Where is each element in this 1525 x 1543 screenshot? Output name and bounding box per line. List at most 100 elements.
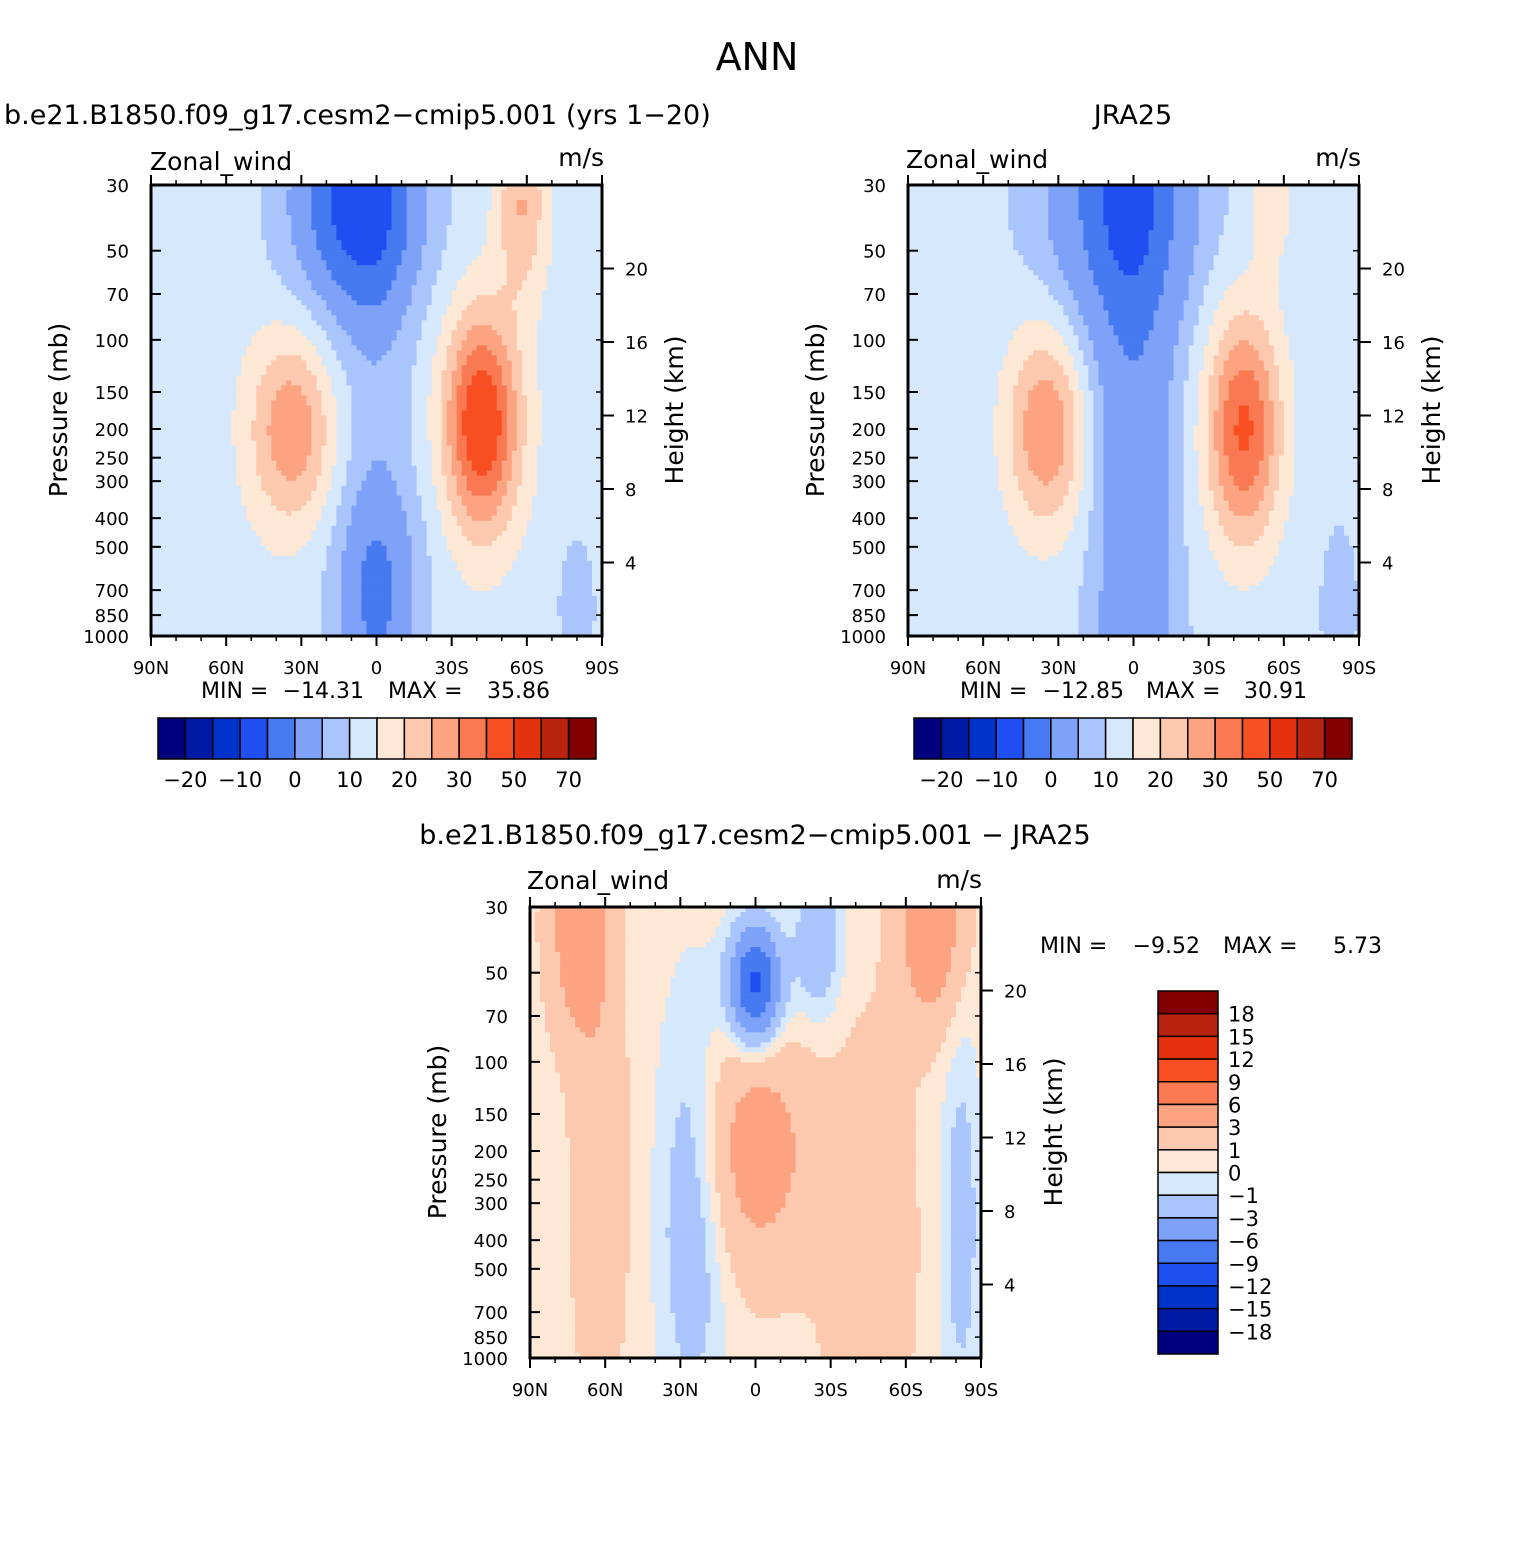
model-contour-cell <box>526 415 543 422</box>
diff-contour-cell <box>800 1042 847 1048</box>
model-contour-cell <box>451 370 463 377</box>
diff-contour-cell <box>725 1312 757 1319</box>
model-contour-cell <box>246 515 322 522</box>
obs-contour-cell <box>1248 410 1265 417</box>
obs-contour-cell <box>908 440 994 447</box>
obs-contour-cell <box>1073 515 1089 522</box>
model-contour-cell <box>336 445 353 452</box>
diff-contour-cell <box>625 907 727 913</box>
model-contour-cell <box>236 400 257 407</box>
model-contour-cell <box>491 200 503 206</box>
diff-contour-cell <box>730 922 782 928</box>
model-contour-cell <box>486 210 503 216</box>
model-contour-cell <box>451 505 468 512</box>
obs-contour-cell <box>1148 230 1175 236</box>
obs-contour-cell <box>1063 500 1079 507</box>
obs-contour-cell <box>1283 250 1360 256</box>
diff-contour-cell <box>625 1037 661 1043</box>
obs-contour-cell <box>1198 470 1210 477</box>
diff-contour-cell <box>950 1257 972 1264</box>
model-contour-cell <box>586 555 603 562</box>
model-contour-cell <box>471 515 493 522</box>
model-contour-cell <box>426 430 443 437</box>
obs-contour-cell <box>1028 355 1054 361</box>
obs-contour-cell <box>1063 440 1074 447</box>
obs-contour-cell <box>1253 255 1280 261</box>
obs-contour-cell <box>1213 415 1225 422</box>
model-contour-cell <box>361 575 393 582</box>
diff-contour-cell <box>530 957 541 963</box>
model-contour-cell <box>426 210 453 216</box>
obs-contour-cell <box>1103 500 1170 507</box>
model-contour-cell <box>341 600 363 607</box>
model-contour-cell <box>381 255 403 261</box>
obs-contour-cell <box>1088 365 1100 372</box>
model-contour-cell <box>411 555 433 562</box>
model-contour-cell <box>381 540 413 547</box>
model-contour-cell <box>516 500 533 507</box>
diff-colorbar-label: −18 <box>1228 1320 1272 1344</box>
obs-contour-cell <box>1088 325 1115 331</box>
model-contour-cell <box>516 200 528 206</box>
obs-contour-cell <box>1278 465 1295 472</box>
obs-contour-cell <box>1093 505 1105 512</box>
diff-contour-cell <box>530 1122 566 1129</box>
obs-contour-cell <box>1108 315 1155 321</box>
obs-contour-cell <box>1188 290 1205 296</box>
obs-contour-cell <box>1283 330 1360 336</box>
model-contour-cell <box>256 415 272 422</box>
model-contour-cell <box>471 585 493 592</box>
model-colorbar-box <box>266 717 296 760</box>
model-contour-cell <box>346 465 373 472</box>
obs-contour-cell <box>1093 460 1105 467</box>
diff-contour-cell <box>940 1117 957 1124</box>
obs-colorbar-box <box>1187 717 1216 760</box>
obs-contour-cell <box>1183 445 1195 452</box>
model-contour-cell <box>246 350 317 356</box>
diff-contour-cell <box>605 997 626 1003</box>
diff-contour-cell <box>770 912 802 918</box>
diff-contour-cell <box>915 1122 942 1129</box>
model-contour-cell <box>396 330 423 336</box>
diff-contour-cell <box>845 917 882 923</box>
obs-contour-cell <box>998 385 1014 392</box>
diff-contour-cell <box>970 1277 982 1284</box>
model-contour-cell <box>361 350 388 356</box>
diff-contour-cell <box>660 1057 706 1063</box>
diff-contour-cell <box>670 1257 706 1264</box>
diff-contour-cell <box>880 927 907 933</box>
obs-contour-cell <box>1218 565 1270 572</box>
model-contour-cell <box>466 270 508 276</box>
obs-contour-cell <box>1278 545 1330 552</box>
obs-contour-cell <box>1193 445 1210 452</box>
diff-contour-cell <box>910 972 947 978</box>
obs-contour-cell <box>1318 620 1360 627</box>
diff-contour-cell <box>970 1172 982 1179</box>
model-contour-cell <box>436 500 453 507</box>
model-contour-cell <box>536 355 603 361</box>
diff-contour-cell <box>705 1127 717 1134</box>
obs-contour-cell <box>1163 285 1190 291</box>
diff-contour-cell <box>660 1062 706 1068</box>
model-contour-cell <box>351 385 413 392</box>
diff-contour-cell <box>720 1062 932 1068</box>
diff-contour-cell <box>560 1077 631 1083</box>
obs-contour-cell <box>1153 195 1175 201</box>
obs-contour-cell <box>1173 235 1200 241</box>
diff-contour-cell <box>540 982 561 988</box>
obs-colorbar-box <box>1104 717 1134 760</box>
obs-contour-cell <box>1023 440 1064 447</box>
obs-contour-cell <box>1138 355 1175 361</box>
obs-contour-cell <box>1093 280 1165 286</box>
obs-contour-cell <box>993 425 1014 432</box>
diff-contour-cell <box>625 1017 666 1023</box>
diff-contour-cell <box>835 952 847 958</box>
diff-contour-cell <box>625 967 676 973</box>
obs-contour-cell <box>1008 185 1049 191</box>
diff-contour-cell <box>970 1167 982 1174</box>
diff-contour-cell <box>915 1277 942 1284</box>
model-contour-cell <box>246 510 287 517</box>
diff-contour-cell <box>700 1207 711 1214</box>
model-contour-cell <box>536 470 603 477</box>
